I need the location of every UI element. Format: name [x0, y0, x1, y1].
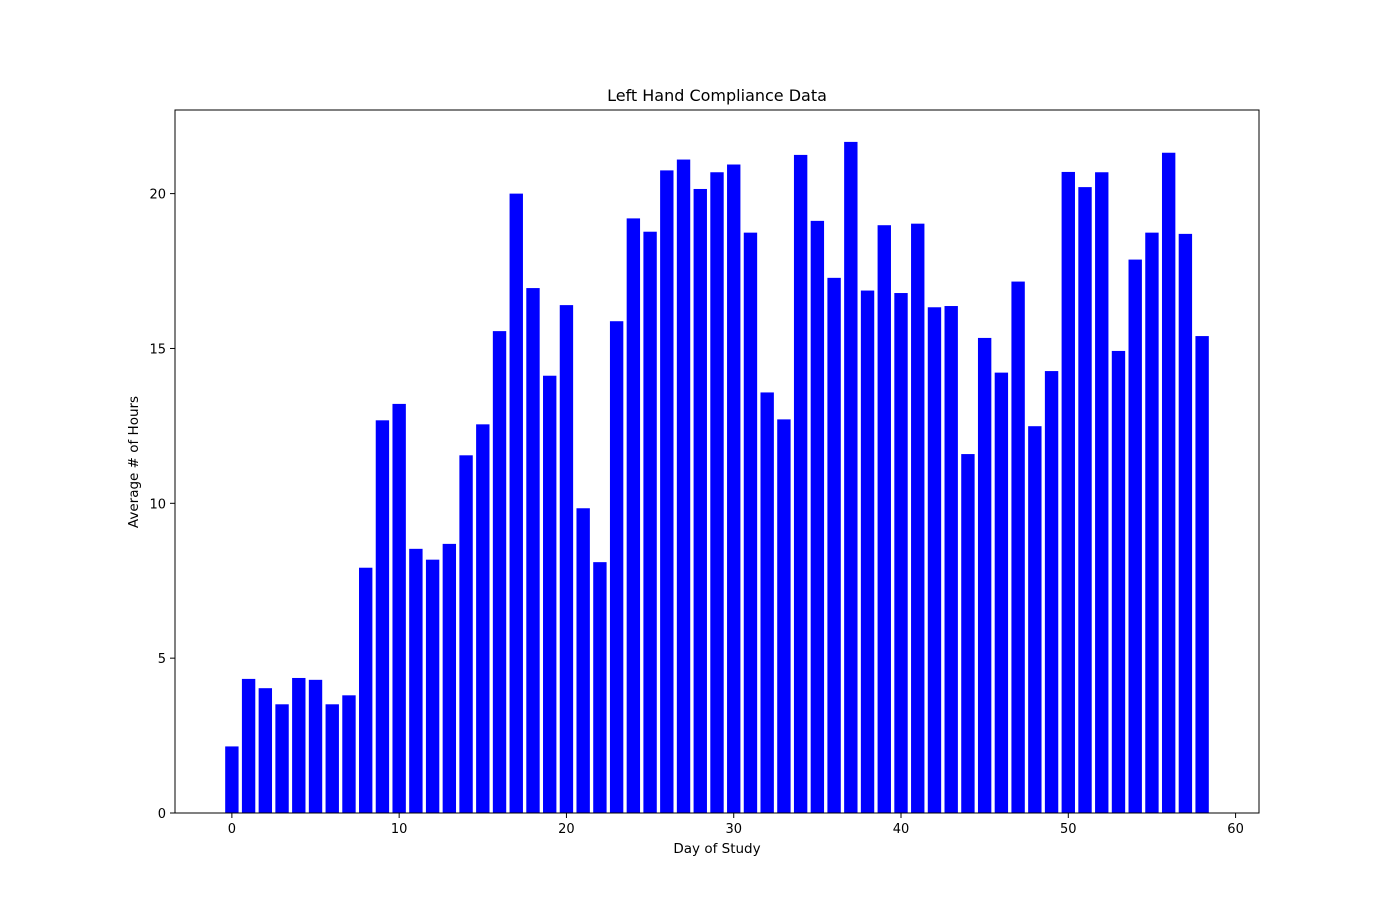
bar-day-24	[626, 218, 641, 813]
bar-day-19	[543, 375, 557, 813]
y-tick-label: 20	[149, 188, 166, 203]
bar-day-56	[1161, 152, 1176, 814]
bar-day-49	[1044, 371, 1059, 813]
y-tick-label: 15	[149, 342, 166, 357]
y-axis-label: Average # of Hours	[126, 396, 142, 528]
bar-day-58	[1195, 336, 1209, 813]
bar-day-54	[1128, 259, 1142, 814]
bar-day-5	[308, 679, 323, 813]
bar-day-14	[459, 455, 473, 813]
bar-day-8	[359, 567, 373, 813]
bar-day-28	[693, 188, 707, 814]
bar-day-22	[593, 562, 607, 813]
bar-day-17	[509, 193, 523, 813]
bar-day-29	[710, 172, 724, 813]
bar-day-51	[1078, 187, 1092, 814]
y-tick-label: 5	[158, 652, 166, 667]
x-tick-label: 10	[391, 822, 408, 837]
bar-day-20	[559, 305, 574, 813]
bar-day-13	[442, 543, 457, 813]
bar-day-15	[476, 424, 490, 813]
x-tick-label: 50	[1060, 822, 1077, 837]
bar-day-41	[911, 223, 925, 813]
x-tick-label: 20	[558, 822, 575, 837]
bar-day-43	[944, 306, 958, 813]
bar-day-11	[409, 548, 423, 813]
bar-day-55	[1145, 232, 1159, 813]
bar-day-33	[777, 419, 791, 813]
bar-day-26	[660, 170, 674, 813]
y-axis-ticks: 0 5 10 15 20	[149, 188, 175, 822]
chart-title: Left Hand Compliance Data	[607, 86, 827, 105]
bar-day-1	[241, 678, 256, 813]
bar-day-47	[1011, 281, 1025, 813]
plot-area-frame	[174, 109, 1260, 814]
bar-day-9	[375, 420, 390, 813]
bar-day-38	[860, 290, 875, 813]
bar-day-37	[844, 141, 858, 813]
x-tick-label: 60	[1227, 822, 1244, 837]
x-axis-label: Day of Study	[673, 841, 760, 857]
x-tick-label: 40	[893, 822, 910, 837]
bar-day-40	[894, 293, 908, 813]
bar-day-6	[325, 704, 339, 813]
bar-day-34	[793, 154, 808, 813]
y-tick-label: 10	[149, 497, 166, 512]
bar-day-16	[492, 331, 507, 813]
bar-day-25	[643, 231, 657, 813]
y-tick-label: 0	[158, 807, 166, 822]
bar-day-7	[342, 695, 356, 813]
bar-day-36	[827, 277, 841, 814]
bar-day-0	[225, 746, 239, 813]
bar-day-27	[676, 159, 691, 814]
bar-day-30	[727, 164, 741, 813]
bar-day-35	[810, 220, 825, 813]
bar-day-39	[877, 225, 891, 813]
bar-day-12	[425, 559, 440, 813]
bar-day-2	[258, 688, 273, 813]
bar-day-46	[994, 372, 1009, 813]
x-tick-label: 30	[725, 822, 742, 837]
bar-day-57	[1178, 233, 1193, 813]
bar-day-44	[961, 454, 975, 813]
bar-day-23	[609, 321, 624, 813]
bar-day-53	[1111, 350, 1126, 813]
bar-day-48	[1028, 426, 1042, 813]
bar-day-32	[760, 392, 774, 813]
bar-series	[225, 141, 1209, 814]
bar-day-21	[576, 508, 590, 813]
x-tick-label: 0	[228, 822, 236, 837]
bar-day-50	[1061, 171, 1075, 813]
bar-day-4	[292, 677, 306, 813]
bar-day-52	[1095, 172, 1109, 813]
bar-day-18	[526, 288, 540, 813]
bar-day-45	[977, 337, 992, 813]
x-axis-ticks: 0 10 20 30 40 50 60	[228, 813, 1244, 837]
bar-day-3	[275, 704, 289, 813]
bar-day-31	[743, 232, 758, 813]
bar-day-42	[927, 307, 942, 813]
bar-day-10	[392, 403, 406, 813]
